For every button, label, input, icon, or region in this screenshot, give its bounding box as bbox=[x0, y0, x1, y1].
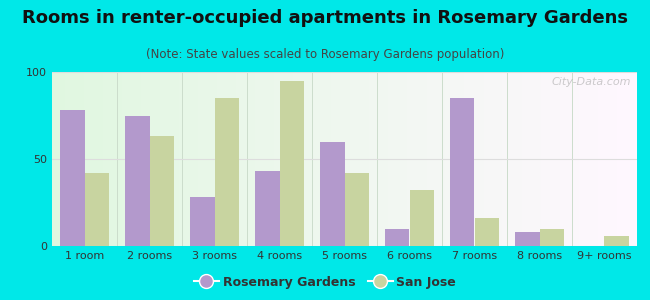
Bar bbox=[125, 116, 150, 246]
Bar bbox=[604, 236, 629, 246]
Text: City-Data.com: City-Data.com bbox=[552, 77, 631, 87]
Bar bbox=[214, 98, 239, 246]
Bar bbox=[320, 142, 345, 246]
Text: Rooms in renter-occupied apartments in Rosemary Gardens: Rooms in renter-occupied apartments in R… bbox=[22, 9, 628, 27]
Text: (Note: State values scaled to Rosemary Gardens population): (Note: State values scaled to Rosemary G… bbox=[146, 48, 504, 61]
Bar bbox=[150, 136, 174, 246]
Bar bbox=[60, 110, 84, 246]
Bar bbox=[450, 98, 474, 246]
Bar bbox=[410, 190, 434, 246]
Bar bbox=[344, 173, 369, 246]
Bar bbox=[84, 173, 109, 246]
Bar bbox=[280, 81, 304, 246]
Bar bbox=[474, 218, 499, 246]
Bar bbox=[385, 229, 410, 246]
Bar bbox=[255, 171, 280, 246]
Bar bbox=[540, 229, 564, 246]
Bar bbox=[190, 197, 214, 246]
Legend: Rosemary Gardens, San Jose: Rosemary Gardens, San Jose bbox=[188, 271, 462, 294]
Bar bbox=[515, 232, 540, 246]
